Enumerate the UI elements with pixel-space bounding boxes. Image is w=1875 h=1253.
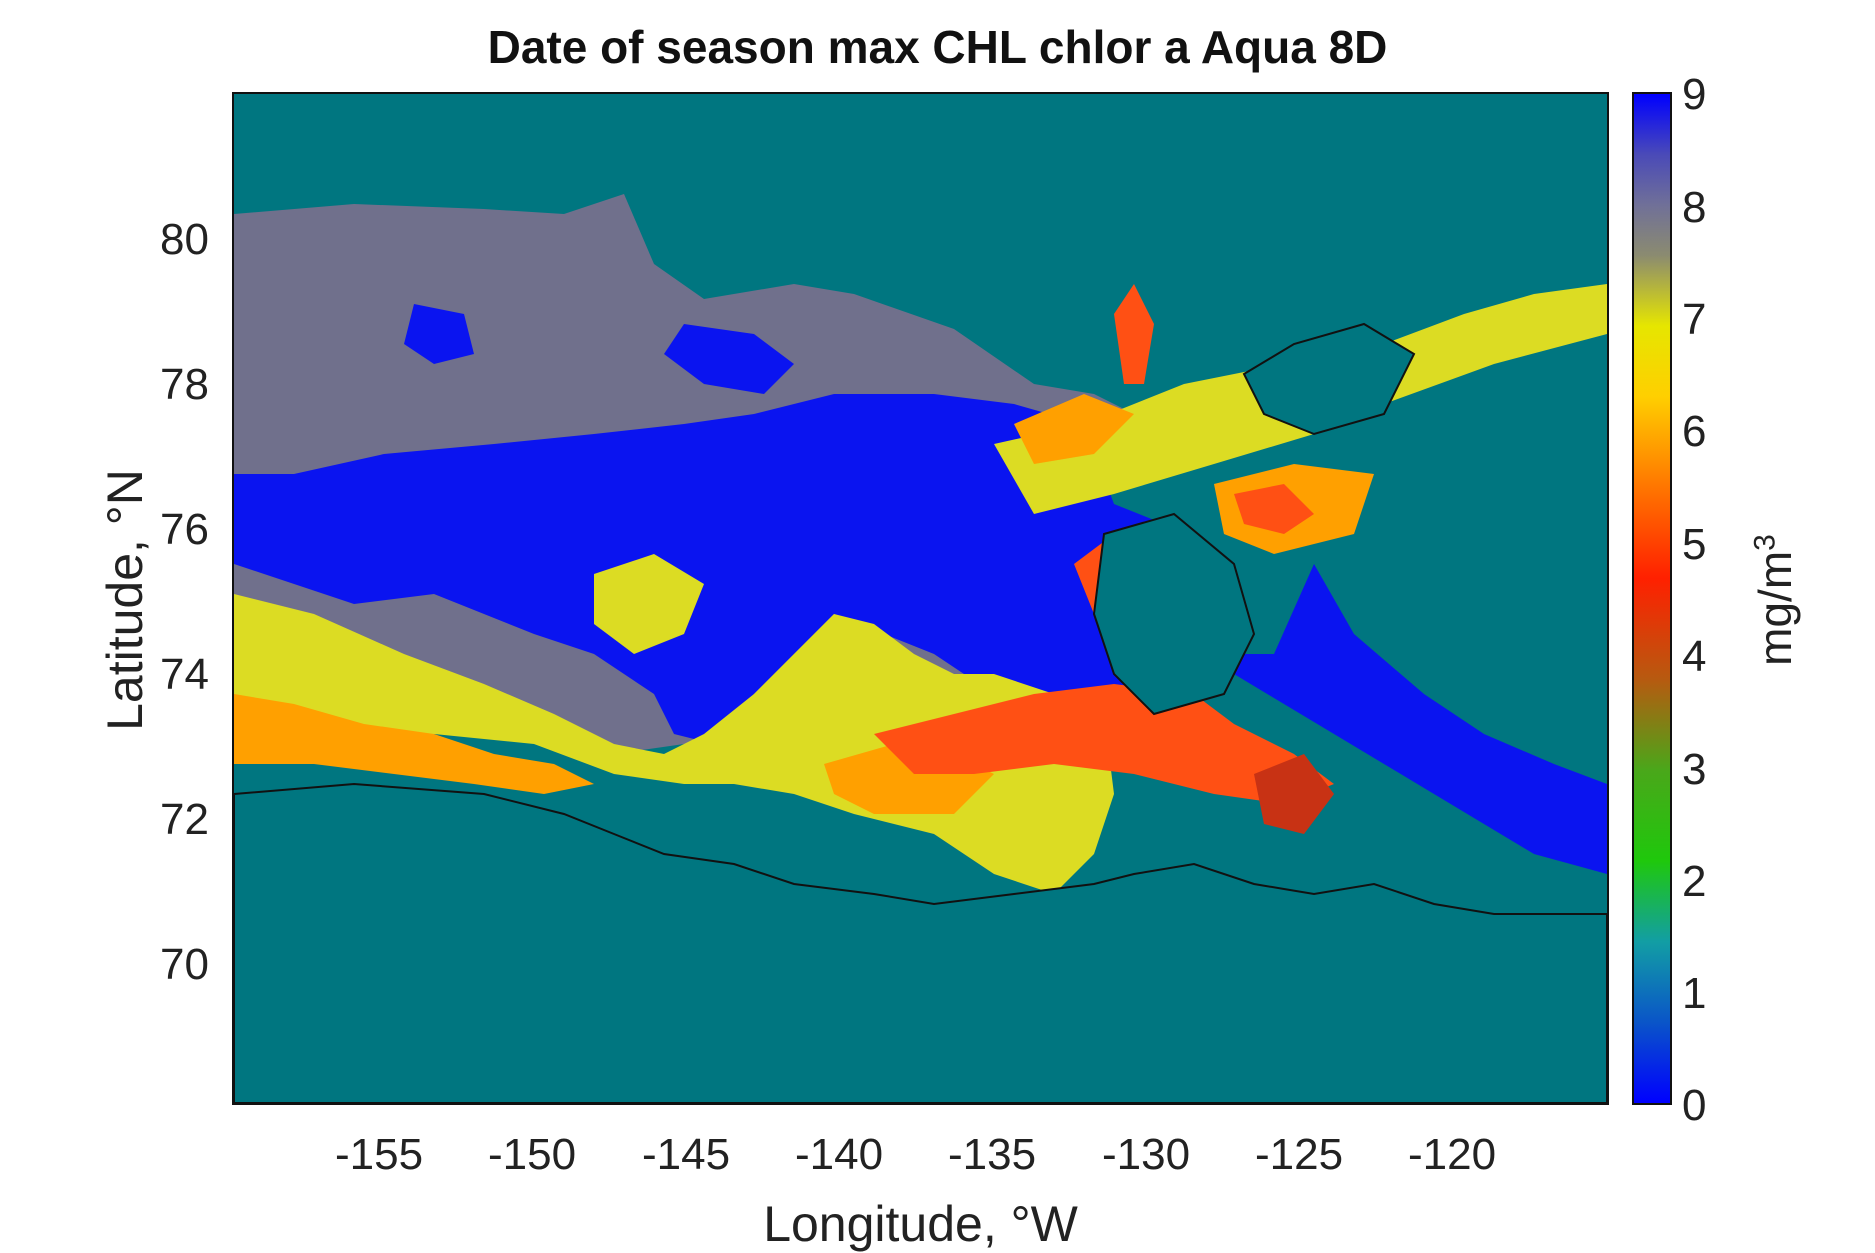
y-tick-label: 74 [160,650,209,699]
colorbar-label-unit: mg/m [1749,550,1801,666]
map-svg [234,194,1607,1103]
x-tick-label: -125 [1255,1130,1344,1179]
x-tick-label: -140 [795,1130,884,1179]
map-area[interactable] [232,92,1609,1105]
colorbar-tick-label: 5 [1682,520,1707,569]
red-region [1114,284,1154,384]
y-tick-label: 70 [160,940,209,989]
x-tick-label: -145 [642,1130,731,1179]
y-tick-label: 76 [160,505,209,554]
x-tick-label: -120 [1408,1130,1497,1179]
land-mass [1092,512,1256,716]
colorbar-tick-label: 7 [1682,295,1707,344]
colorbar-tick-label: 2 [1682,857,1707,906]
x-axis-label: Longitude, °W [763,1196,1078,1252]
red-region [874,684,1334,804]
orange-region [234,694,594,794]
x-tick-label: -150 [488,1130,577,1179]
colorbar-tick-label: 3 [1682,745,1707,794]
y-tick-label: 72 [160,795,209,844]
y-tick-label: 78 [160,360,209,409]
blue-patch [404,304,474,364]
y-axis-label: Latitude, °N [97,469,153,731]
colorbar-tick-label: 1 [1682,969,1707,1018]
colorbar-tick-label: 8 [1682,183,1707,232]
red-region [1234,484,1314,534]
colorbar-tick-label: 6 [1682,407,1707,456]
colorbar-tick-label: 4 [1682,632,1707,681]
colorbar [1632,92,1672,1105]
yellow-region [594,554,704,654]
y-tick-label: 80 [160,215,209,264]
land-mass [1242,322,1416,436]
colorbar-label: mg/m3 [1748,534,1802,666]
blue-patch [664,324,794,394]
chart-title: Date of season max CHL chlor a Aqua 8D [487,21,1388,73]
x-tick-label: -135 [948,1130,1037,1179]
colorbar-gradient [1634,94,1670,1103]
red-region [1254,754,1334,834]
land-mass [234,782,1607,1103]
blue-region [234,394,1607,874]
yellow-region [234,594,1114,894]
colorbar-tick-label: 0 [1682,1081,1707,1130]
orange-region [1014,394,1134,464]
x-tick-label: -130 [1102,1130,1191,1179]
x-tick-label: -155 [335,1130,424,1179]
colorbar-tick-label: 9 [1682,70,1707,119]
colorbar-label-superscript: 3 [1748,534,1782,551]
